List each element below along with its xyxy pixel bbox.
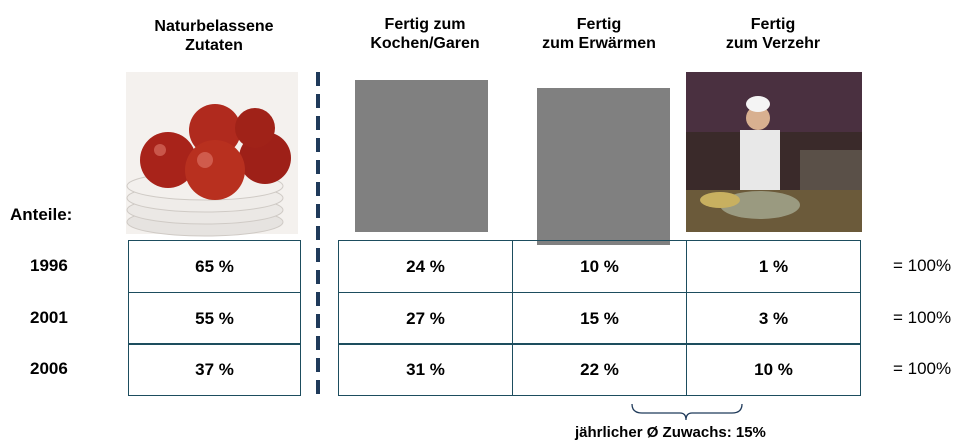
table-cell: 37 % — [128, 343, 301, 396]
row-total: = 100% — [893, 308, 951, 328]
header-line: Fertig — [512, 15, 686, 34]
label: Anteile: — [10, 205, 72, 225]
table-cell: 24 % — [338, 240, 513, 293]
table-cell: 31 % — [338, 343, 513, 396]
header-line: zum Verzehr — [686, 34, 860, 53]
header-line: Naturbelassene — [128, 17, 300, 36]
table-cell: 15 % — [512, 292, 687, 345]
header-line: Kochen/Garen — [338, 34, 512, 53]
row-year: 2006 — [30, 359, 68, 379]
image-placeholder — [537, 88, 670, 245]
header-line: Fertig — [686, 15, 860, 34]
tomato-image — [126, 72, 298, 236]
brace — [632, 404, 742, 420]
row-total: = 100% — [893, 256, 951, 276]
slide: {"label": "Anteile:", "columns": [ {"lin… — [0, 0, 966, 441]
row-year: 1996 — [30, 256, 68, 276]
header-line: Fertig zum — [338, 15, 512, 34]
annotation: jährlicher Ø Zuwachs: 15% — [575, 424, 766, 441]
table-cell: 1 % — [686, 240, 861, 293]
table-cell: 22 % — [512, 343, 687, 396]
header-line: zum Erwärmen — [512, 34, 686, 53]
row-year: 2001 — [30, 308, 68, 328]
table-cell: 10 % — [686, 343, 861, 396]
header-line: Zutaten — [128, 36, 300, 55]
table-cell: 55 % — [128, 292, 301, 345]
table-cell: 10 % — [512, 240, 687, 293]
table-cell: 65 % — [128, 240, 301, 293]
image-placeholder — [355, 80, 488, 232]
chef-image — [686, 72, 862, 232]
row-total: = 100% — [893, 359, 951, 379]
table-cell: 3 % — [686, 292, 861, 345]
table-cell: 27 % — [338, 292, 513, 345]
